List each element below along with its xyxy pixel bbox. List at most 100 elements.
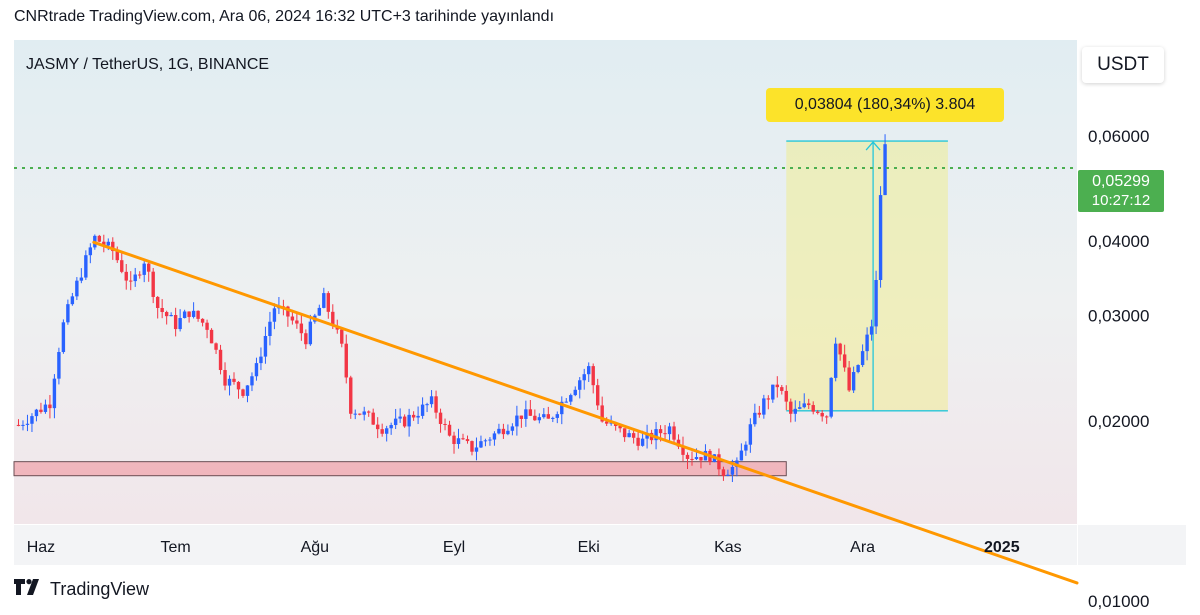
candle-body	[398, 416, 402, 419]
candle-body	[744, 444, 748, 451]
candle-body	[21, 424, 25, 426]
tradingview-logo-icon	[14, 578, 42, 600]
candle-body	[147, 263, 151, 272]
candle-body	[851, 372, 856, 391]
candle-body	[645, 432, 649, 439]
y-tick-label: 0,01000	[1088, 592, 1149, 611]
candle-body	[214, 343, 218, 350]
falling-trendline	[92, 240, 1079, 585]
candle-body	[129, 280, 133, 282]
candle-body	[519, 415, 524, 419]
candle-body	[138, 274, 142, 276]
y-tick-label: 0,06000	[1088, 127, 1149, 146]
candle-body	[411, 414, 416, 418]
candle-body	[497, 428, 501, 434]
candle-body	[474, 447, 479, 452]
candle-body	[829, 377, 833, 417]
candle-body	[61, 322, 66, 353]
candle-body	[771, 384, 775, 400]
candle-body	[218, 349, 223, 371]
candle-body	[245, 385, 250, 396]
candle-body	[200, 318, 205, 323]
candle-body	[250, 376, 254, 386]
candle-body	[717, 454, 721, 470]
candle-body	[358, 413, 362, 415]
candle-body	[667, 426, 672, 435]
x-tick-label: 2025	[984, 539, 1020, 556]
candle-body	[178, 318, 182, 330]
candle-body	[757, 412, 762, 415]
candle-body	[425, 404, 429, 406]
candle-body	[488, 439, 492, 441]
candle-body	[726, 474, 730, 476]
candle-body	[515, 415, 519, 427]
candle-body	[70, 296, 75, 305]
candle-body	[344, 343, 348, 378]
candle-body	[865, 334, 869, 352]
footer-brand[interactable]: TradingView	[14, 578, 149, 600]
candle-body	[295, 320, 299, 324]
candle-body	[604, 421, 609, 424]
candle-body	[560, 401, 564, 415]
candle-body	[730, 466, 735, 475]
candle-body	[640, 438, 645, 446]
candle-body	[622, 428, 627, 438]
candle-body	[48, 404, 52, 409]
candle-body	[39, 409, 43, 412]
candle-body	[393, 418, 398, 426]
candle-body	[384, 428, 389, 434]
candle-body	[353, 413, 357, 415]
candle-body	[811, 405, 815, 412]
candle-body	[564, 401, 568, 403]
candle-body	[43, 404, 48, 412]
footer-brand-label: TradingView	[50, 578, 150, 599]
candle-body	[618, 425, 622, 429]
candle-body	[389, 425, 393, 429]
symbol-label[interactable]: JASMY / TetherUS, 1G, BINANCE	[26, 56, 270, 73]
candle-body	[690, 458, 694, 460]
candle-body	[883, 144, 887, 196]
candle-body	[878, 195, 883, 281]
x-tick-label: Eyl	[443, 539, 465, 556]
currency-button[interactable]: USDT	[1082, 47, 1164, 83]
candle-body	[263, 335, 268, 357]
measure-label: 0,03804 (180,34%) 3.804	[766, 88, 1004, 122]
candle-body	[254, 363, 259, 377]
candle-body	[52, 378, 57, 409]
candle-body	[223, 370, 227, 386]
candle-body	[537, 417, 542, 421]
candle-body	[160, 307, 164, 313]
candle-body	[856, 365, 860, 373]
candle-body	[106, 241, 110, 246]
candle-body	[367, 411, 371, 413]
candle-body	[501, 428, 506, 435]
x-tick-label: Kas	[714, 539, 742, 556]
y-tick-label: 0,02000	[1088, 412, 1149, 431]
y-tick-label: 0,03000	[1088, 307, 1149, 326]
y-tick-label: 0,04000	[1088, 232, 1149, 251]
support-zone	[13, 461, 787, 477]
candle-body	[721, 469, 726, 476]
candle-body	[57, 352, 61, 379]
candle-body	[75, 280, 79, 297]
candle-body	[506, 430, 510, 435]
candle-body	[227, 378, 232, 386]
candle-body	[842, 354, 847, 368]
candle-body	[191, 310, 196, 317]
measure-arrow-icon	[865, 141, 881, 151]
candle-body	[133, 274, 137, 282]
candle-body	[124, 271, 128, 281]
candle-body	[205, 322, 209, 330]
candle-body	[102, 241, 106, 246]
candle-body	[209, 329, 214, 344]
candle-body	[546, 414, 551, 419]
measure-zone	[786, 141, 948, 411]
candle-body	[461, 438, 465, 440]
candle-body	[860, 351, 865, 366]
candle-body	[30, 416, 34, 424]
x-tick-label: Haz	[27, 539, 55, 556]
candle-body	[465, 439, 470, 442]
candle-body	[434, 396, 438, 413]
current-price-tag: 0,05299 10:27:12	[1078, 170, 1164, 212]
